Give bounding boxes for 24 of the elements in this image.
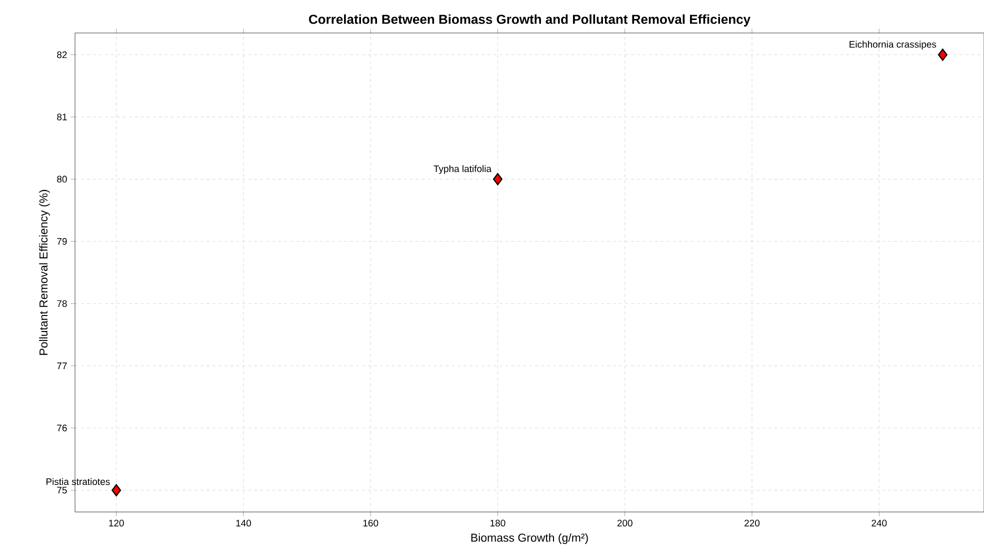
y-axis-title: Pollutant Removal Efficiency (%): [39, 190, 50, 355]
chart-title: Correlation Between Biomass Growth and Pollutant Removal Efficiency: [309, 14, 750, 26]
x-tick-label: 120: [109, 520, 124, 526]
y-tick-label: 76: [57, 424, 67, 432]
x-tick-label: 240: [872, 520, 887, 526]
point: [112, 484, 122, 496]
point: [493, 173, 502, 186]
x-tick-label: 160: [363, 520, 378, 526]
y-tick-label: 79: [57, 238, 67, 245]
point: [938, 48, 948, 61]
y-tick-label: 81: [57, 114, 67, 120]
y-tick-label: 78: [57, 300, 67, 307]
annotation: Eichhornia crassipes: [850, 40, 936, 50]
y-tick-label: 80: [57, 176, 67, 183]
x-axis-title: Biomass Growth (g/m²): [471, 533, 588, 544]
x-tick-label: 140: [236, 520, 252, 526]
annotation: Typha latifolia: [434, 165, 492, 174]
y-tick-label: 77: [57, 362, 67, 370]
y-tick-label: 82: [57, 51, 67, 58]
x-tick-label: 200: [617, 520, 632, 526]
x-tick-label: 220: [744, 520, 760, 526]
annotation: Pistia stratiotes: [46, 478, 110, 486]
x-tick-label: 180: [490, 520, 506, 526]
y-tick-label: 75: [57, 486, 67, 494]
